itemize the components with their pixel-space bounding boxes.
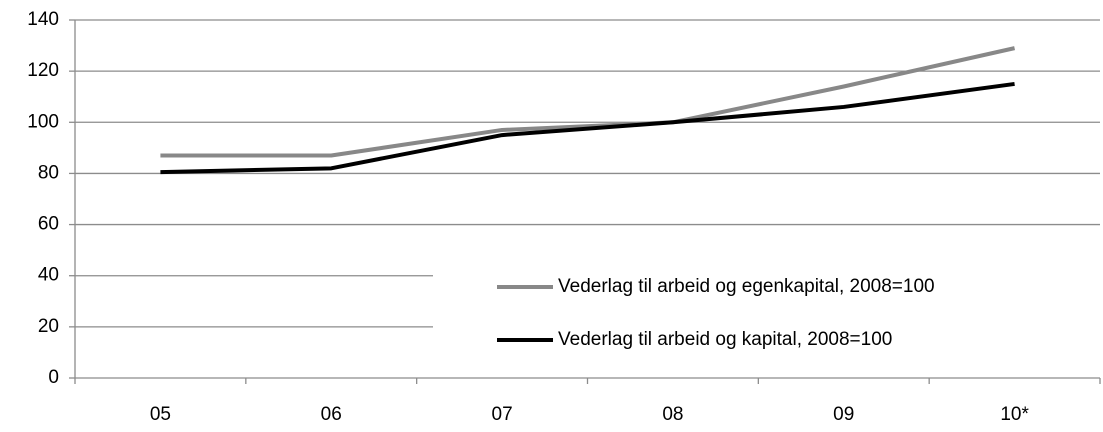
y-tick-label: 80: [38, 162, 59, 183]
x-tick-label: 10*: [1000, 404, 1029, 425]
legend-label: Vederlag til arbeid og egenkapital, 2008…: [558, 276, 935, 297]
y-tick-label: 120: [27, 60, 59, 81]
y-tick-label: 20: [38, 316, 59, 337]
x-tick-label: 05: [150, 404, 171, 425]
y-tick-label: 60: [38, 214, 59, 235]
y-tick-label: 0: [48, 367, 59, 388]
y-tick-label: 140: [27, 9, 59, 30]
x-tick-label: 07: [492, 404, 513, 425]
y-tick-label: 40: [38, 265, 59, 286]
series-line: [160, 81, 1015, 175]
y-tick-label: 100: [27, 111, 59, 132]
x-tick-label: 09: [833, 404, 854, 425]
legend-label: Vederlag til arbeid og kapital, 2008=100: [558, 329, 892, 350]
series-line: [160, 46, 1016, 158]
legend-box: [433, 255, 1100, 367]
x-tick-label: 06: [321, 404, 342, 425]
x-tick-label: 08: [662, 404, 683, 425]
